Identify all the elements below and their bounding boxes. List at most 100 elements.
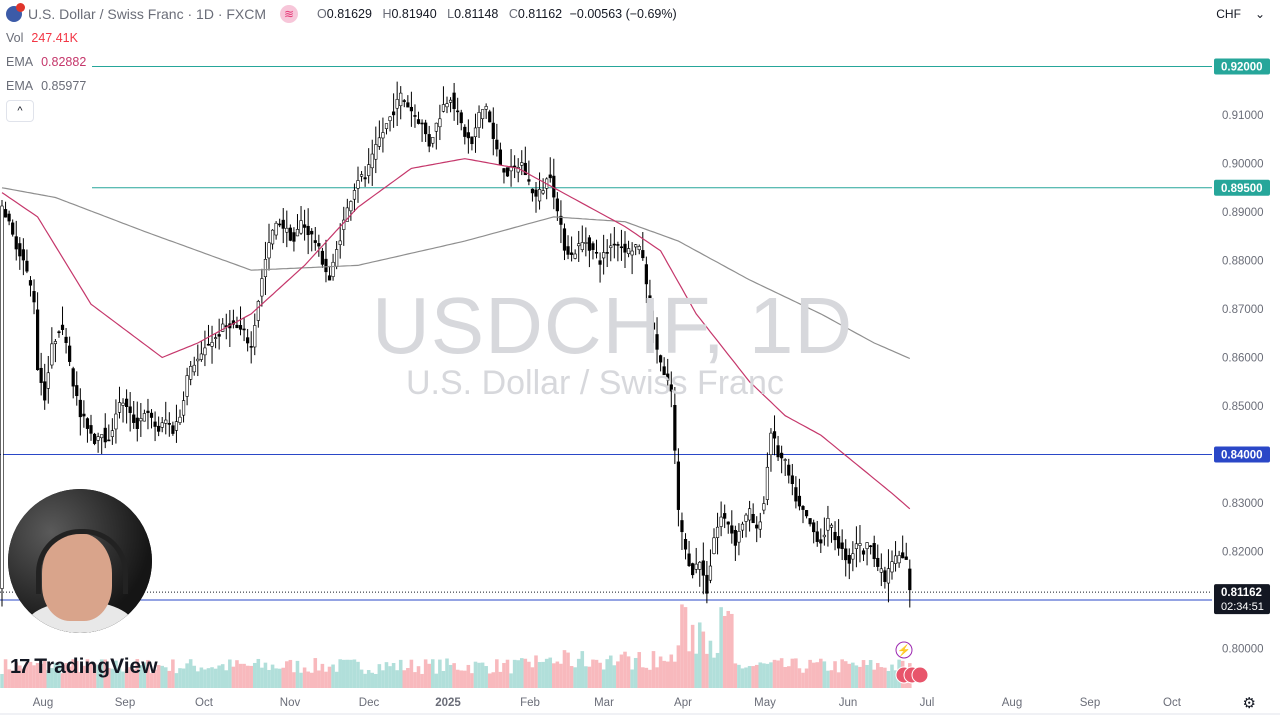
candle-body [103,427,107,443]
candle-body [75,385,79,397]
volume-bar [491,672,496,688]
volume-bar [751,666,755,688]
candle-body [637,246,641,251]
tradingview-logo[interactable]: 17 TradingView [10,655,158,679]
candle-body [705,574,709,594]
candle-body [787,464,791,476]
symbol-title[interactable]: U.S. Dollar / Swiss Franc · 1D · FXCM [28,6,267,22]
volume-bar [363,673,367,688]
candle-body [64,336,68,343]
volume-bar [89,662,93,688]
candle-body [505,167,510,177]
volume-bar [790,658,795,688]
volume-bar [473,661,478,688]
candle-body [43,381,47,401]
volume-bar [516,660,520,688]
candle-body [235,324,239,329]
volume-bar [245,665,250,688]
volume-bar [591,659,595,688]
volume-bar [762,663,766,688]
volume-bar [3,659,8,688]
volume-bar [181,668,186,688]
price-tick-label: 0.91000 [1222,110,1264,122]
indicator-icon[interactable]: ≋ [280,5,299,23]
candle-body [320,250,325,265]
candle-body [548,174,552,179]
volume-bar [213,668,218,688]
volume-bar [220,664,225,688]
candle-body [858,543,862,546]
volume-bar [872,669,876,688]
volume-bar [487,673,492,688]
currency-selector[interactable]: CHF ⌄ [1211,4,1270,24]
candle-body [359,174,364,177]
candle-body [591,243,595,250]
volume-bar [285,661,289,688]
candle-body [491,122,495,139]
candle-body [0,205,4,589]
volume-bar [46,670,51,688]
candle-body [256,301,260,321]
candle-body [399,92,403,107]
candle-body [623,243,627,253]
candle-body [609,245,613,248]
candle-body [801,506,805,510]
candle-body [630,250,634,256]
time-tick-label: May [754,697,776,709]
volume-bar [648,669,652,688]
volume-bar [60,673,65,688]
candle-body [317,243,321,247]
volume-bar [199,667,204,688]
volume-bar [388,666,392,688]
volume-bar [519,658,524,688]
volume-bar [505,659,510,688]
candle-body [587,237,591,251]
candle-body [879,568,883,573]
candle-body [737,531,741,543]
volume-bar [292,672,296,688]
ohlc-values: O0.81629 H0.81940 L0.81148 C0.81162 −0.0… [317,7,677,21]
volume-bar [819,658,823,688]
candle-body [445,103,449,108]
volume-bar [121,671,125,688]
volume-bar [78,672,83,688]
volume-bar [188,659,193,688]
candle-body [648,295,652,324]
candle-body [28,280,33,286]
candle-body [466,132,470,139]
volume-bar [534,655,538,688]
collapse-legend-icon[interactable]: ^ [6,100,34,122]
volume-bar [103,659,108,688]
volume-bar [847,663,852,688]
legend-vol[interactable]: Vol 247.41K [6,31,78,45]
volume-bar [18,665,22,688]
candle-body [413,115,417,117]
candle-body [331,261,335,277]
settings-gear-icon[interactable]: ⚙ [1242,695,1256,712]
volume-bar [324,671,328,688]
candle-body [562,228,567,251]
volume-bar [612,665,617,688]
legend-ema-fast[interactable]: EMA 0.82882 [6,55,87,69]
candle-body [523,162,527,176]
legend-ema-slow[interactable]: EMA 0.85977 [6,79,87,93]
volume-bar [523,658,528,688]
volume-bar [687,651,691,688]
candle-body [192,364,196,373]
volume-bar [826,670,830,688]
volume-bar [576,658,581,688]
volume-bar [0,673,4,688]
volume-bar [744,667,748,688]
volume-bar [719,607,723,688]
candle-body [260,278,264,297]
volume-bar [573,667,577,688]
candle-body [406,102,410,108]
candle-body [730,525,734,534]
candle-body [723,513,727,519]
candle-body [409,106,414,112]
volume-bar [96,664,100,688]
volume-bar [114,660,118,688]
candle-body [680,520,684,533]
candle-body [25,260,29,272]
